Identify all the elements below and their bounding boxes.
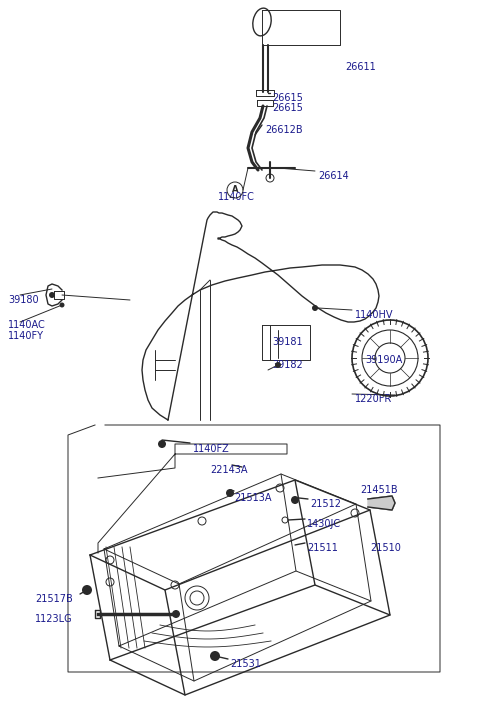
Circle shape bbox=[291, 496, 299, 504]
Text: 26612B: 26612B bbox=[265, 125, 302, 135]
Text: 26615: 26615 bbox=[272, 93, 303, 103]
Text: A: A bbox=[232, 186, 238, 195]
Text: 22143A: 22143A bbox=[210, 465, 248, 475]
Text: 39182: 39182 bbox=[272, 360, 303, 370]
Text: 21510: 21510 bbox=[370, 543, 401, 553]
Text: 1430JC: 1430JC bbox=[307, 519, 341, 529]
Circle shape bbox=[60, 302, 64, 307]
Text: 21513A: 21513A bbox=[234, 493, 272, 503]
Text: 1140FZ: 1140FZ bbox=[193, 444, 230, 454]
Circle shape bbox=[82, 585, 92, 595]
Circle shape bbox=[49, 292, 55, 298]
Polygon shape bbox=[368, 496, 395, 510]
Text: 39181: 39181 bbox=[272, 337, 302, 347]
Text: 21531: 21531 bbox=[230, 659, 261, 669]
Text: 1123LG: 1123LG bbox=[35, 614, 72, 624]
Text: 1140FC: 1140FC bbox=[218, 192, 255, 202]
Text: 21512: 21512 bbox=[310, 499, 341, 509]
Circle shape bbox=[158, 440, 166, 448]
Text: 21451B: 21451B bbox=[360, 485, 397, 495]
Text: 26611: 26611 bbox=[345, 62, 376, 72]
Circle shape bbox=[226, 489, 234, 497]
Text: 1140AC: 1140AC bbox=[8, 320, 46, 330]
Text: 39190A: 39190A bbox=[365, 355, 402, 365]
Text: 1140HV: 1140HV bbox=[355, 310, 394, 320]
Text: 21511: 21511 bbox=[307, 543, 338, 553]
Text: 26615: 26615 bbox=[272, 103, 303, 113]
Circle shape bbox=[275, 362, 281, 368]
Text: 39180: 39180 bbox=[8, 295, 38, 305]
Text: 1140FY: 1140FY bbox=[8, 331, 44, 341]
Text: 21517B: 21517B bbox=[35, 594, 73, 604]
Circle shape bbox=[210, 651, 220, 661]
Circle shape bbox=[172, 610, 180, 618]
Text: 26614: 26614 bbox=[318, 171, 349, 181]
Circle shape bbox=[312, 305, 318, 311]
Text: 1220FR: 1220FR bbox=[355, 394, 392, 404]
